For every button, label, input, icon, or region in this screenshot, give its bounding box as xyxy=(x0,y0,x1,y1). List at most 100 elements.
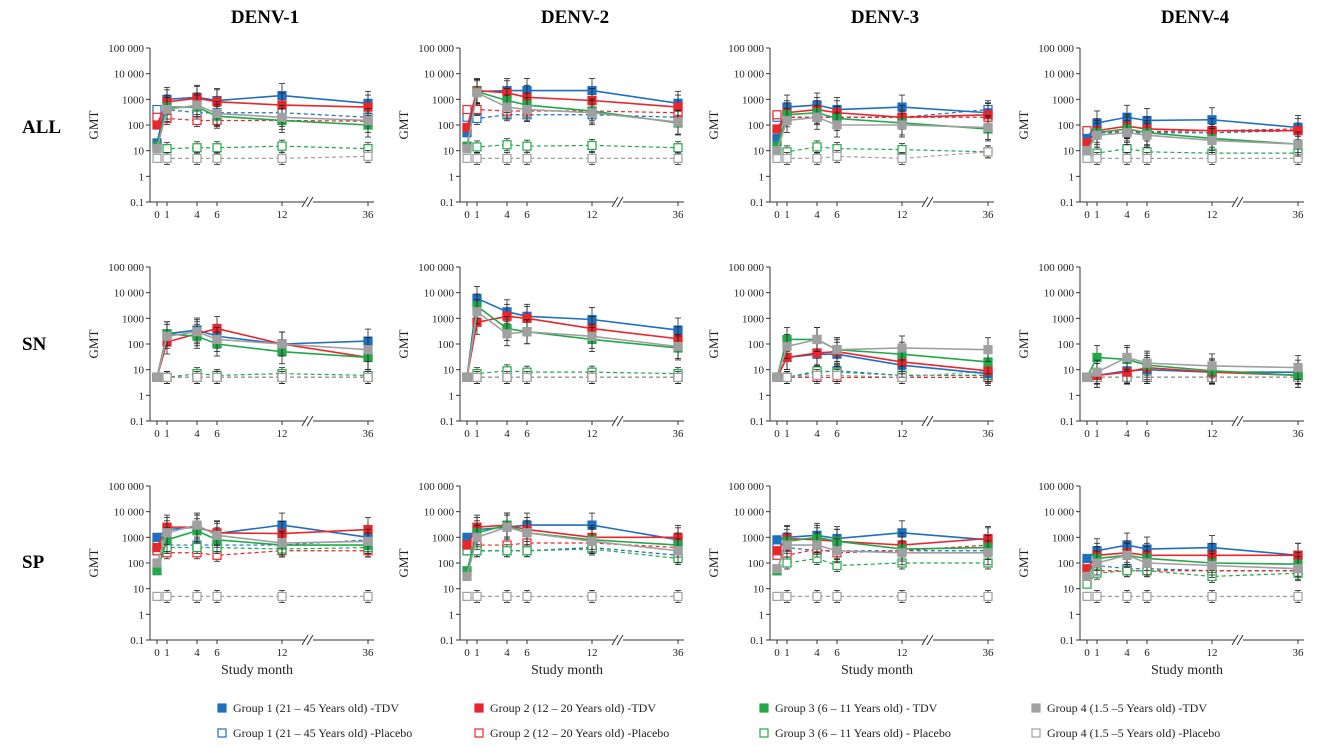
data-point xyxy=(192,520,202,530)
y-tick-label: 1 xyxy=(139,171,145,183)
series-group4-tdv xyxy=(462,514,683,582)
data-point xyxy=(812,540,822,550)
y-tick-label: 100 xyxy=(748,120,765,132)
legend-label: Group 1 (21 – 45 Years old) -Placebo xyxy=(233,726,412,740)
data-point xyxy=(832,345,842,355)
data-point xyxy=(1092,367,1102,377)
y-axis-label: GMT xyxy=(1016,548,1031,577)
x-tick-label: 12 xyxy=(1207,428,1218,440)
x-tick-label: 6 xyxy=(834,428,840,440)
x-tick-label: 6 xyxy=(524,209,530,221)
y-tick-label: 0.1 xyxy=(750,416,764,428)
x-tick-label: 36 xyxy=(363,647,375,659)
data-point xyxy=(502,522,512,532)
x-tick-label: 1 xyxy=(784,647,790,659)
y-tick-label: 0.1 xyxy=(1060,197,1074,209)
y-tick-label: 1 xyxy=(139,390,145,402)
legend-marker xyxy=(474,703,484,713)
data-point xyxy=(192,542,202,553)
x-tick-label: 6 xyxy=(214,428,220,440)
data-point xyxy=(1142,130,1152,140)
x-tick-label: 1 xyxy=(1094,647,1100,659)
data-point xyxy=(1122,566,1132,576)
series-line xyxy=(466,526,679,577)
data-point xyxy=(772,564,782,574)
axis-break-mark xyxy=(611,415,619,427)
y-tick-label: 0.1 xyxy=(1060,635,1074,647)
y-tick-label: 10 000 xyxy=(1044,507,1075,519)
data-point xyxy=(1122,144,1132,154)
data-point xyxy=(212,108,222,119)
data-point xyxy=(162,331,172,341)
series-group4-placebo xyxy=(1082,151,1303,165)
data-point xyxy=(673,143,683,153)
series-group3-placebo xyxy=(152,139,373,156)
y-tick-label: 1000 xyxy=(122,532,145,544)
data-point xyxy=(1122,591,1132,601)
y-tick-label: 10 000 xyxy=(424,288,455,300)
x-tick-label: 6 xyxy=(1144,647,1150,659)
data-point xyxy=(1122,550,1132,560)
data-point xyxy=(1142,358,1152,368)
data-point xyxy=(162,591,172,601)
data-point xyxy=(192,372,202,382)
series-group4-tdv xyxy=(152,92,373,154)
y-tick-label: 100 xyxy=(128,339,145,351)
y-tick-label: 100 000 xyxy=(728,481,764,493)
series-group4-tdv xyxy=(772,327,993,382)
x-tick-label: 0 xyxy=(154,209,160,221)
x-tick-label: 4 xyxy=(504,428,510,440)
series-line xyxy=(466,310,679,378)
series-group4-placebo xyxy=(152,370,373,384)
data-point xyxy=(363,372,373,382)
data-point xyxy=(363,591,373,601)
y-tick-label: 10 xyxy=(443,584,455,596)
data-point xyxy=(212,530,222,540)
series-line xyxy=(1087,148,1298,154)
y-tick-label: 10 000 xyxy=(1044,69,1075,81)
series-group4-placebo xyxy=(772,589,993,603)
x-tick-label: 4 xyxy=(504,647,510,659)
axis-break-mark xyxy=(306,415,314,427)
data-point xyxy=(782,591,792,601)
data-point xyxy=(152,566,162,576)
legend-item: Group 2 (12 – 20 Years old) -TDV xyxy=(474,701,656,715)
x-tick-label: 1 xyxy=(474,647,480,659)
axis-break-mark xyxy=(1236,634,1244,646)
data-point xyxy=(152,372,162,382)
data-point xyxy=(472,591,482,601)
x-tick-label: 6 xyxy=(214,647,220,659)
data-point xyxy=(502,372,512,382)
y-tick-label: 1000 xyxy=(1052,532,1075,544)
data-point xyxy=(1207,135,1217,146)
series-line xyxy=(776,146,989,154)
data-point xyxy=(1082,372,1092,382)
data-point xyxy=(502,329,512,339)
data-point xyxy=(277,591,287,601)
y-tick-label: 10 xyxy=(133,584,145,596)
data-point xyxy=(772,124,782,134)
legend-item: Group 3 (6 – 11 Years old) - Placebo xyxy=(759,726,951,740)
data-point xyxy=(983,122,993,133)
y-tick-label: 1 xyxy=(1069,171,1075,183)
x-tick-label: 6 xyxy=(214,209,220,221)
data-point xyxy=(1207,591,1217,601)
data-point xyxy=(673,372,683,382)
data-point xyxy=(472,153,482,163)
data-point xyxy=(1207,361,1217,371)
data-point xyxy=(1207,153,1217,163)
legend-item: Group 4 (1.5 –5 Years old) -TDV xyxy=(1031,701,1207,715)
x-tick-label: 1 xyxy=(164,209,170,221)
axis-break-mark xyxy=(1231,196,1239,208)
data-point xyxy=(1092,591,1102,601)
y-tick-label: 0.1 xyxy=(750,635,764,647)
row-titles: ALL SN SP xyxy=(22,117,61,573)
x-tick-label: 1 xyxy=(474,209,480,221)
x-tick-label: 1 xyxy=(164,428,170,440)
data-point xyxy=(152,558,162,568)
x-tick-label: 6 xyxy=(834,647,840,659)
y-tick-label: 1000 xyxy=(742,94,765,106)
